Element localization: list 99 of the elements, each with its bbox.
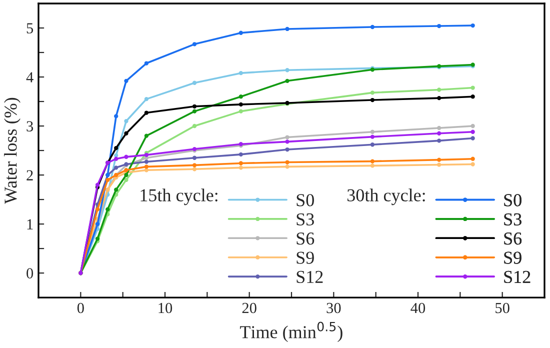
point [238,102,243,107]
point [370,130,375,134]
x-tick-label: 50 [496,302,510,314]
point [192,109,197,114]
point [238,30,243,35]
point [95,207,100,212]
point [114,114,118,118]
point [370,142,375,147]
point [192,104,197,108]
legend-label: S12 [296,270,323,284]
point [144,168,149,172]
point [470,23,475,28]
point [470,86,475,90]
point [144,164,149,169]
y-tick-label: 0 [26,268,34,278]
y-tick-label: 4 [26,72,34,82]
point [285,164,290,169]
point [470,130,475,134]
point [238,94,243,99]
point [192,167,197,172]
point [114,153,118,158]
point [144,134,149,138]
point [437,88,442,92]
point [437,96,442,100]
point [124,154,128,159]
point [124,78,128,83]
point [106,178,110,182]
y-tick-label: 1 [27,219,33,230]
point [285,26,290,32]
point [470,156,475,161]
point [437,138,442,143]
point [437,126,442,130]
point [437,131,442,136]
point [114,156,118,161]
point [144,96,149,102]
point [370,159,375,164]
legend-label: S6 [504,232,522,245]
annotation: 15th cycle: [140,188,218,206]
point [437,162,442,167]
point [124,131,128,136]
point [238,161,243,166]
x-tick-label: 10 [158,302,172,314]
legend-label: S3 [504,213,522,226]
y-tick-label: 5 [26,23,34,34]
point [238,70,243,76]
x-tick-label: 40 [410,302,426,314]
point [95,236,100,241]
point [470,124,475,128]
point [370,90,375,95]
y-tick-label: 3 [26,121,34,132]
point [370,134,375,139]
point [114,166,118,170]
point [285,78,290,83]
legend-label: S0 [296,194,314,206]
legend-label: S6 [296,232,314,245]
legend-label: S0 [504,194,522,206]
point [238,152,243,157]
point [238,166,243,170]
legend-label: S9 [504,252,522,264]
point [114,146,118,150]
point [437,158,442,162]
point [192,156,197,160]
x-tick-label: 20 [242,302,256,314]
point [192,124,197,128]
x-tick-label: 0 [77,302,84,314]
point [370,98,375,102]
legend-label: S9 [296,252,314,264]
point [285,68,290,72]
point [192,163,197,168]
point [238,109,243,114]
point [285,147,290,152]
point [95,182,100,187]
y-axis-title: Water loss (%) [4,98,20,204]
point [370,24,375,30]
point [124,119,128,124]
point [437,24,442,28]
point [124,168,128,172]
point [144,61,149,66]
legend-label: S3 [296,213,314,226]
point [470,136,475,140]
point [370,164,375,168]
point [285,135,290,140]
y-tick-label: 2 [26,170,33,180]
point [124,172,128,178]
point [114,188,118,192]
x-axis-title: Time (min$^{0.5}$) [240,322,342,342]
point [144,110,149,115]
x-tick-label: 30 [326,302,341,314]
point [470,94,475,99]
point [192,42,197,46]
point [192,80,197,85]
point [124,178,128,182]
point [285,160,290,164]
annotation: 30th cycle: [347,188,425,206]
point [470,162,475,166]
point [106,207,110,212]
point [144,160,149,164]
point [285,140,290,144]
legend-label: S12 [504,270,530,284]
